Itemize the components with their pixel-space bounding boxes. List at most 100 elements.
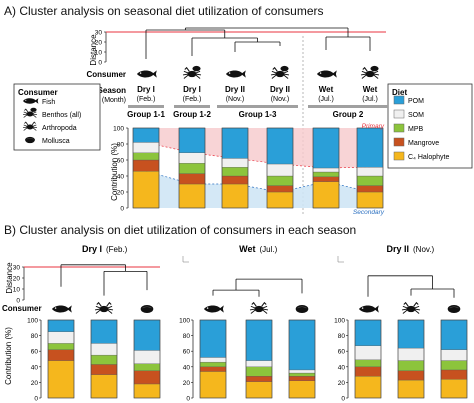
b-bar-0-2-3 <box>133 350 161 364</box>
a-season-month: (Jul.) <box>318 96 334 103</box>
b-contribution-label: Contribution (%) <box>4 327 13 385</box>
diet-legend-swatch <box>393 95 405 105</box>
b-y-tick-label: 40 <box>183 364 191 371</box>
b-y-tick-label: 20 <box>183 380 191 387</box>
b-bar-2-0-1 <box>354 366 382 377</box>
a-group-bar <box>174 105 210 108</box>
b-bar-1-2-3 <box>288 369 316 374</box>
crab-body <box>187 70 197 78</box>
consumer-legend-item: Mollusca <box>42 138 70 145</box>
b-bar-0-0-0 <box>47 360 75 399</box>
crab-claw <box>96 301 112 307</box>
b-bar-1-2-2 <box>288 372 316 377</box>
b-bar-0-2-1 <box>133 370 161 385</box>
b-bar-1-0-2 <box>199 361 227 367</box>
crab-leg <box>361 70 367 74</box>
crab-leg <box>23 111 28 114</box>
clam-overlay <box>280 65 289 72</box>
b-bar-2-1-outline <box>397 319 425 399</box>
a-bar-2-3 <box>221 158 249 168</box>
b-y-tick-label: 80 <box>183 333 191 340</box>
clam-line <box>142 306 152 309</box>
b-bar-1-1-4 <box>245 319 273 361</box>
b-season-title: Dry I <box>82 244 102 254</box>
crab-leg <box>262 308 269 311</box>
a-group-bar <box>308 105 388 108</box>
a-contribution-label: Contribution (%) <box>110 143 119 201</box>
fish-icon <box>52 305 72 313</box>
a-bar-5-0 <box>356 191 384 209</box>
b-bar-2-2-4 <box>440 319 468 350</box>
fish-body <box>359 305 379 313</box>
diet-legend-item: SOM <box>408 112 424 119</box>
a-bar-1-2 <box>178 163 206 174</box>
crab-body <box>26 111 34 117</box>
crab-body <box>365 70 375 78</box>
a-season-name: Dry II <box>270 85 290 94</box>
b-bar-0-1-1 <box>90 364 118 375</box>
a-distance-tick-label: 0 <box>98 60 102 67</box>
b-bar-1-1-3 <box>245 360 273 367</box>
clam-overlay <box>192 65 201 72</box>
a-bar-5-3 <box>356 167 384 177</box>
crab-leg <box>402 309 408 314</box>
crab-icon <box>360 65 380 79</box>
crab-leg <box>94 308 101 311</box>
fish-body <box>52 305 72 313</box>
a-primary-annotation: Primary <box>362 123 385 130</box>
crab-leg <box>283 73 290 76</box>
b-bar-2-1-3 <box>397 347 425 361</box>
b-consumer-label: Consumer <box>2 304 42 313</box>
b-bar-1-1-2 <box>245 366 273 377</box>
a-bar-4-1 <box>312 176 340 182</box>
b-bar-0-1-0 <box>90 374 118 399</box>
clam-icon <box>25 136 35 144</box>
b-bar-2-1-1 <box>397 370 425 381</box>
b-distance-tick-label: 30 <box>13 265 21 272</box>
b-bar-1-1-0 <box>245 381 273 399</box>
crab-leg <box>23 124 28 127</box>
b-distance-tick-label: 0 <box>16 298 20 305</box>
clam-line <box>297 306 307 309</box>
clam-icon <box>140 304 154 314</box>
clam-shell <box>447 304 461 314</box>
clam-line <box>26 138 34 140</box>
crab-leg <box>195 70 201 74</box>
a-bar-0-2 <box>132 152 160 161</box>
a-group-label: Group 1-2 <box>173 110 211 119</box>
crab-leg <box>95 305 101 309</box>
clam-shell <box>25 136 35 144</box>
a-season-month: (Jul.) <box>362 96 378 103</box>
diet-legend-swatch <box>393 123 405 133</box>
crab-leg <box>250 305 256 309</box>
a-bar-0-0 <box>132 171 160 209</box>
crab-leg <box>22 126 28 129</box>
a-y-tick-label: 40 <box>117 174 125 181</box>
diet-legend-swatch <box>393 109 405 119</box>
b-y-tick-label: 40 <box>31 364 39 371</box>
a-bar-0-4 <box>132 127 160 143</box>
crab-leg <box>373 74 379 79</box>
b-bar-1-0-0 <box>199 371 227 399</box>
b-bar-2-2-outline <box>440 319 468 399</box>
fish-icon <box>317 70 337 78</box>
crab-leg <box>183 74 189 79</box>
b-bar-0-2-2 <box>133 363 161 371</box>
consumer-legend-item: Benthos (all) <box>42 112 81 119</box>
a-y-tick-label: 80 <box>117 142 125 149</box>
a-bar-2-0 <box>221 183 249 209</box>
a-distance-tick-label: 20 <box>95 40 103 47</box>
a-y-tick-label: 20 <box>117 190 125 197</box>
a-season-month: (Feb.) <box>137 96 156 103</box>
clam-shell <box>295 304 309 314</box>
crab-leg <box>195 74 201 79</box>
a-y-tick-label: 100 <box>113 126 124 133</box>
b-bar-2-0-outline <box>354 319 382 399</box>
a-season-month: (Nov.) <box>271 96 290 103</box>
crab-leg <box>361 74 367 79</box>
a-bar-3-3 <box>266 163 294 177</box>
a-bar-1-0 <box>178 183 206 209</box>
crab-leg <box>283 74 289 79</box>
b-y-tick-label: 0 <box>34 396 38 403</box>
b-season-month: (Feb.) <box>106 245 128 254</box>
